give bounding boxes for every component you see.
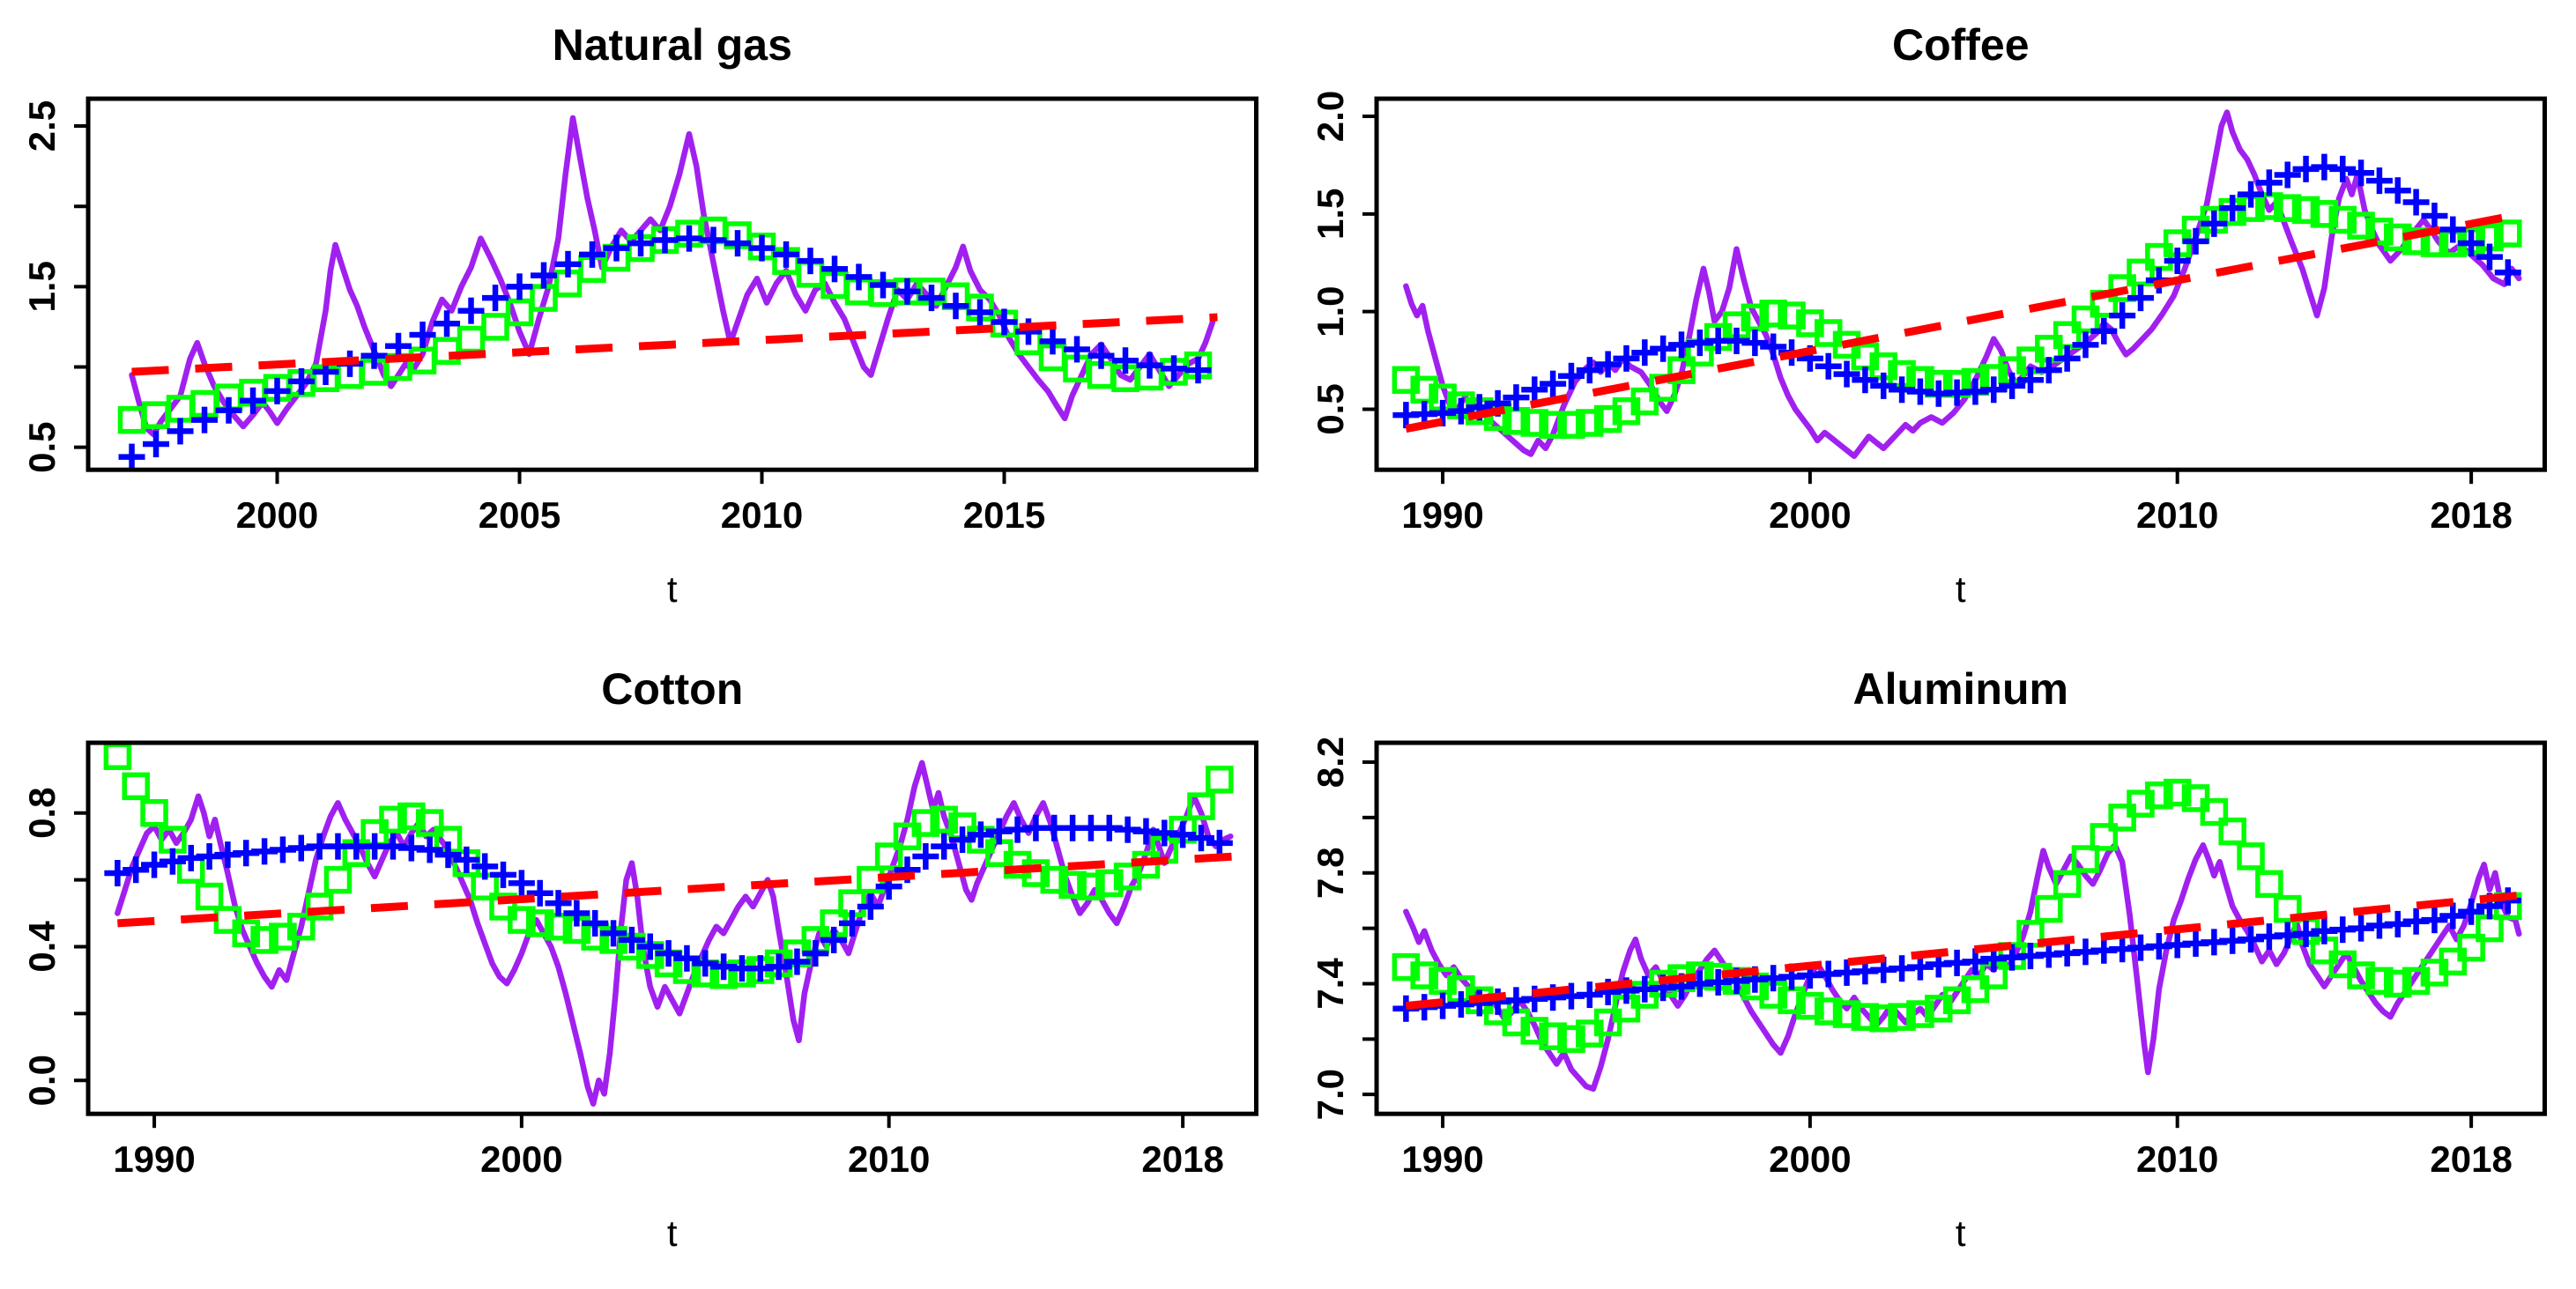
aluminum-chart: Aluminum 1990 2000 2010 2018 7.0 7.4 7.8 8.2 t: [1288, 644, 2576, 1288]
cotton-x-tick-label: 2018: [1141, 1138, 1223, 1180]
coffee-y-tick-label: 1.0: [1310, 285, 1351, 337]
coffee-y-axis: 0.5 1.0 1.5 2.0: [1310, 91, 1377, 435]
coffee-x-tick-label: 2018: [2430, 494, 2512, 536]
natural-gas-x-tick-label: 2005: [479, 494, 560, 536]
natural-gas-raw-line: [132, 118, 1213, 434]
cotton-y-axis: 0.0 0.4 0.8: [21, 788, 88, 1107]
panel-coffee: Coffee 1990 2000 2010 2018 0.5 1.0 1.5 2.0 t: [1288, 0, 2576, 644]
cotton-x-tick-label: 1990: [113, 1138, 195, 1180]
cotton-title: Cotton: [601, 664, 743, 714]
cotton-x-axis: 1990 2000 2010 2018: [113, 1114, 1224, 1180]
coffee-y-tick-label: 0.5: [1310, 383, 1351, 434]
coffee-chart: Coffee 1990 2000 2010 2018 0.5 1.0 1.5 2.0 t: [1288, 0, 2576, 644]
natural-gas-y-tick-label: 2.5: [21, 100, 63, 152]
natural-gas-y-axis: 0.5 1.5 2.5: [21, 100, 88, 473]
aluminum-title: Aluminum: [1852, 664, 2067, 714]
coffee-y-tick-label: 2.0: [1310, 91, 1351, 142]
natural-gas-x-axis: 2000 2005 2010 2015: [236, 470, 1045, 536]
aluminum-y-tick-label: 7.8: [1310, 848, 1351, 899]
coffee-y-tick-label: 1.5: [1310, 189, 1351, 240]
natural-gas-y-tick-label: 0.5: [21, 421, 63, 472]
panel-aluminum: Aluminum 1990 2000 2010 2018 7.0 7.4 7.8 8.2 t: [1288, 644, 2576, 1288]
cotton-y-tick-label: 0.4: [21, 921, 63, 973]
natural-gas-x-axis-label: t: [667, 568, 678, 610]
cotton-x-tick-label: 2000: [480, 1138, 562, 1180]
coffee-x-axis-label: t: [1955, 568, 1965, 610]
aluminum-x-tick-label: 2018: [2430, 1138, 2512, 1180]
natural-gas-y-tick-label: 1.5: [21, 261, 63, 312]
coffee-x-tick-label: 2010: [2135, 494, 2217, 536]
aluminum-y-tick-label: 7.4: [1310, 958, 1351, 1010]
aluminum-x-tick-label: 2000: [1769, 1138, 1851, 1180]
aluminum-x-tick-label: 1990: [1401, 1138, 1483, 1180]
aluminum-x-tick-label: 2010: [2135, 1138, 2217, 1180]
cotton-x-axis-label: t: [667, 1212, 678, 1254]
coffee-raw-line: [1406, 113, 2519, 456]
cotton-raw-line: [117, 763, 1230, 1104]
natural-gas-x-tick-label: 2010: [721, 494, 803, 536]
aluminum-y-tick-label: 7.0: [1310, 1069, 1351, 1120]
aluminum-x-axis-label: t: [1955, 1212, 1965, 1254]
natural-gas-chart: Natural gas 2000 2005 2010 2015 0.5 1.5 2.5 t: [0, 0, 1288, 644]
natural-gas-x-tick-label: 2015: [963, 494, 1045, 536]
cotton-x-tick-label: 2010: [848, 1138, 930, 1180]
panel-natural-gas: Natural gas 2000 2005 2010 2015 0.5 1.5 2.5 t: [0, 0, 1288, 644]
aluminum-y-tick-label: 8.2: [1310, 737, 1351, 788]
coffee-x-axis: 1990 2000 2010 2018: [1401, 470, 2513, 536]
coffee-x-tick-label: 1990: [1401, 494, 1483, 536]
natural-gas-title: Natural gas: [553, 20, 792, 70]
aluminum-x-axis: 1990 2000 2010 2018: [1401, 1114, 2513, 1180]
aluminum-y-axis: 7.0 7.4 7.8 8.2: [1310, 737, 1377, 1121]
natural-gas-plot-box: [88, 99, 1256, 470]
cotton-y-tick-label: 0.8: [21, 788, 63, 839]
cotton-chart: Cotton 1990 2000 2010 2018 0.0 0.4 0.8 t: [0, 644, 1288, 1288]
cotton-y-tick-label: 0.0: [21, 1055, 63, 1106]
coffee-x-tick-label: 2000: [1769, 494, 1851, 536]
natural-gas-x-tick-label: 2000: [236, 494, 318, 536]
aluminum-square-markers: [1394, 782, 2519, 1051]
coffee-title: Coffee: [1891, 20, 2029, 70]
panel-cotton: Cotton 1990 2000 2010 2018 0.0 0.4 0.8 t: [0, 644, 1288, 1288]
